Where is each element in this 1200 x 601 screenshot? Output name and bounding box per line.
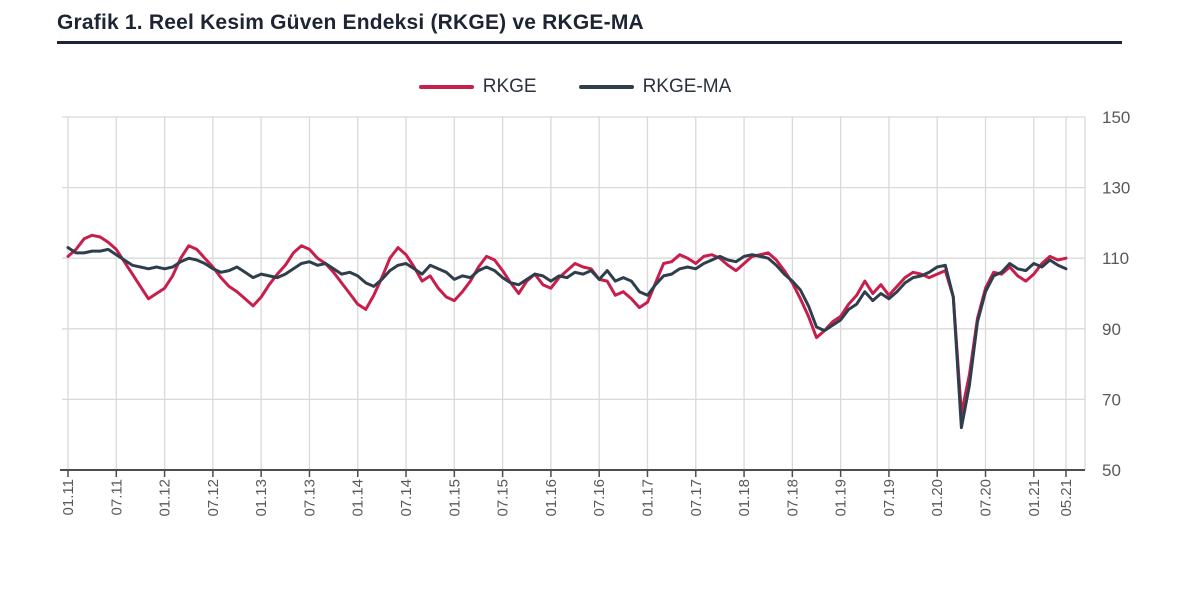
rkge-ma-line	[66, 246, 1068, 430]
x-tick-label: 07.18	[784, 479, 801, 517]
x-tick-label: 01.19	[833, 479, 850, 517]
y-tick-label: 70	[1102, 390, 1121, 409]
legend-item-rkge-ma: RKGE-MA	[578, 76, 732, 98]
x-tick-label: 07.12	[205, 479, 222, 517]
chart-header: Grafik 1. Reel Kesim Güven Endeksi (RKGE…	[57, 8, 1122, 45]
x-tick-label: 01.15	[446, 479, 463, 517]
x-tick-label: 01.13	[253, 479, 270, 517]
y-tick-label: 90	[1102, 320, 1121, 339]
x-tick-label: 01.21	[1026, 479, 1043, 517]
y-tick-label: 150	[1102, 108, 1130, 127]
x-tick-label: 01.14	[350, 479, 367, 517]
y-tick-label: 110	[1102, 249, 1129, 268]
x-tick-label: 07.13	[301, 479, 318, 517]
x-tick-label: 07.19	[881, 479, 898, 517]
x-tick-label: 01.16	[543, 479, 560, 517]
x-tick-label: 01.18	[736, 479, 753, 517]
x-tick-label: 01.11	[60, 479, 77, 515]
rkge-ma-legend-label: RKGE-MA	[642, 76, 732, 97]
rkge-ma-line-swatch	[578, 85, 634, 89]
x-tick-label: 05.21	[1058, 479, 1075, 517]
rkge-line	[66, 233, 1068, 415]
y-tick-label: 50	[1102, 461, 1121, 480]
chart-legend: RKGE RKGE-MA	[0, 76, 1150, 98]
chart-title: Grafik 1. Reel Kesim Güven Endeksi (RKGE…	[57, 11, 644, 34]
x-tick-label: 07.20	[978, 479, 995, 517]
x-tick-label: 07.17	[688, 479, 705, 517]
x-tick-label: 01.12	[157, 479, 174, 517]
rkge-line-swatch	[418, 85, 474, 89]
x-tick-label: 01.20	[929, 479, 946, 517]
rkge-legend-label: RKGE	[482, 76, 537, 97]
x-tick-label: 07.11	[108, 479, 125, 515]
x-tick-label: 07.15	[495, 479, 512, 517]
title-rule	[57, 41, 1122, 45]
x-tick-label: 01.17	[639, 479, 656, 517]
x-tick-label: 07.16	[591, 479, 608, 517]
legend-item-rkge: RKGE	[418, 76, 537, 98]
y-tick-label: 130	[1102, 179, 1130, 198]
x-tick-label: 07.14	[398, 479, 415, 517]
